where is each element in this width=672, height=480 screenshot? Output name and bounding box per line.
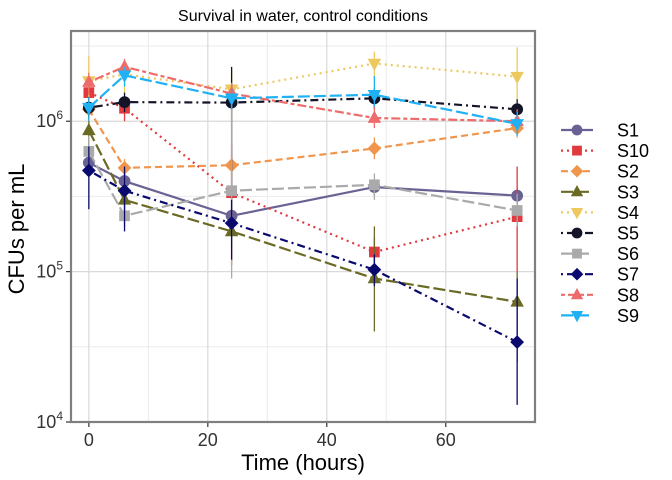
data-point	[224, 93, 239, 106]
y-axis-title: CFUs per mL	[4, 164, 29, 295]
legend-label: S7	[617, 265, 639, 285]
y-tick-label: 106	[36, 108, 63, 131]
data-point	[369, 179, 380, 191]
series-s7	[81, 146, 525, 405]
legend-item-s5: S5	[561, 224, 639, 244]
legend-label: S1	[617, 121, 639, 141]
legend-label: S2	[617, 162, 639, 182]
data-point	[511, 205, 523, 216]
legend-marker	[570, 207, 584, 220]
panel-border	[69, 29, 537, 424]
plot-area	[69, 29, 537, 424]
series-layer	[81, 47, 525, 405]
legend-marker	[570, 287, 584, 300]
chart-title: Survival in water, control conditions	[178, 8, 428, 25]
legend-item-s2: S2	[561, 162, 639, 182]
data-point	[510, 71, 524, 85]
data-point	[226, 185, 237, 197]
legend-marker	[570, 164, 584, 178]
legend-item-s1: S1	[561, 121, 639, 141]
data-point	[510, 335, 525, 349]
x-tick-label: 20	[198, 430, 218, 450]
legend-item-s10: S10	[561, 141, 649, 161]
legend-label: S8	[617, 285, 639, 305]
legend-item-s3: S3	[561, 182, 639, 202]
x-tick-label: 0	[84, 430, 94, 450]
x-axis-title: Time (hours)	[241, 450, 365, 475]
data-point	[82, 102, 96, 116]
data-point	[367, 141, 382, 156]
series-line	[88, 74, 518, 125]
series-line	[87, 108, 518, 169]
legend-label: S5	[617, 224, 639, 244]
y-tick-label: 104	[36, 409, 63, 432]
data-point	[367, 89, 382, 103]
legend-label: S3	[617, 182, 639, 202]
x-tick-label: 60	[436, 430, 456, 450]
legend-marker	[571, 124, 583, 136]
data-point	[82, 74, 96, 87]
data-point	[510, 119, 524, 132]
series-s9	[82, 66, 524, 136]
legend-item-s7: S7	[561, 265, 639, 285]
data-point	[118, 96, 131, 109]
legend-item-s8: S8	[561, 285, 639, 305]
legend-item-s4: S4	[561, 203, 639, 223]
series-line	[88, 97, 518, 111]
legend-label: S6	[617, 244, 639, 264]
legend-marker	[572, 248, 582, 259]
x-tick-label: 40	[317, 430, 337, 450]
y-axis: 104 105 106	[36, 108, 70, 432]
legend-item-s6: S6	[561, 244, 639, 264]
legend-marker	[570, 310, 584, 323]
data-point	[367, 58, 382, 71]
data-point	[117, 70, 132, 83]
legend-item-s9: S9	[561, 306, 639, 326]
legend-marker	[572, 145, 582, 156]
legend-label: S4	[617, 203, 639, 223]
legend-marker	[571, 227, 583, 239]
data-point	[367, 262, 382, 277]
data-point	[81, 163, 96, 178]
data-point	[367, 110, 382, 123]
legend-marker	[570, 267, 584, 281]
legend-marker	[570, 184, 584, 197]
data-point	[224, 216, 239, 231]
series-line	[87, 129, 518, 303]
legend-label: S10	[617, 141, 649, 161]
data-point	[82, 122, 96, 136]
x-axis: 0 20 40 60	[84, 423, 456, 450]
y-tick-label: 105	[36, 259, 63, 282]
data-point	[117, 183, 132, 198]
legend-label: S9	[617, 306, 639, 326]
panel-background	[71, 31, 535, 422]
